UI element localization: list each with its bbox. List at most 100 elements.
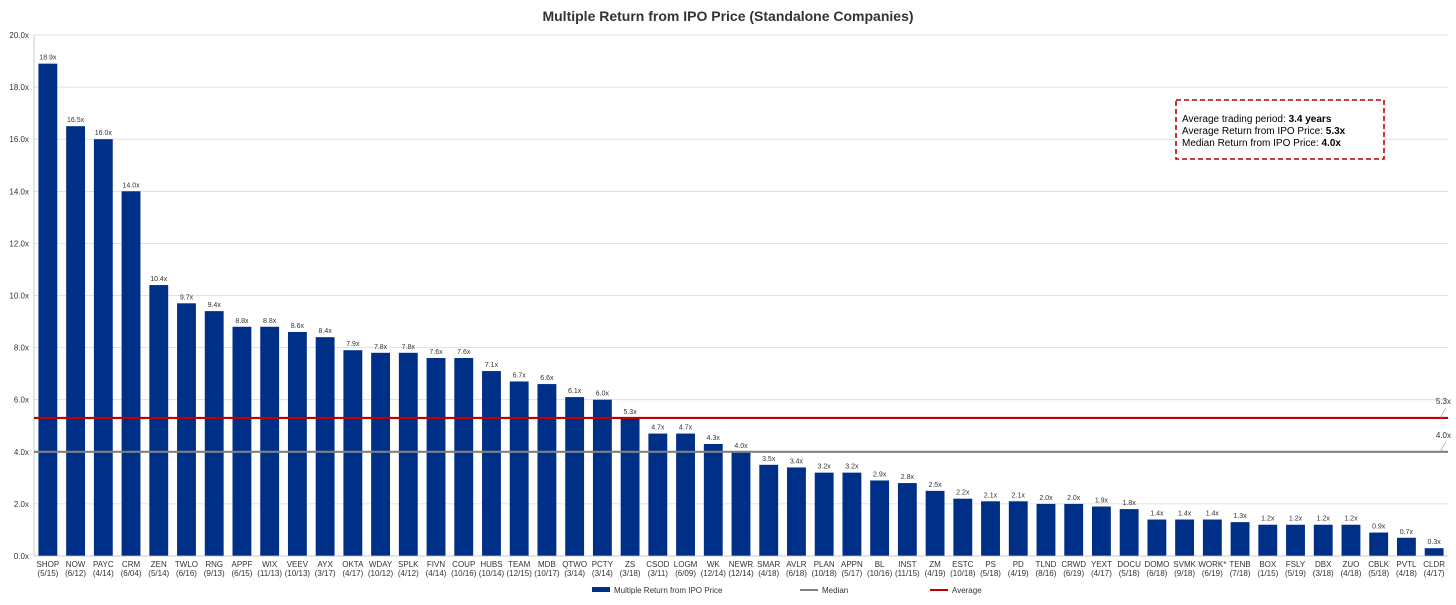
x-tick-ticker: SHOP	[37, 560, 60, 569]
x-tick-ticker: SMAR	[757, 560, 780, 569]
annotation-text: Median Return from IPO Price:	[1182, 138, 1322, 149]
bar	[204, 311, 224, 556]
x-tick-ticker: TENB	[1229, 560, 1250, 569]
bar	[315, 337, 335, 556]
x-tick-date: (12/14)	[728, 569, 754, 578]
data-label: 7.8x	[374, 344, 388, 351]
x-tick-ticker: CSOD	[646, 560, 669, 569]
x-tick-ticker: OKTA	[342, 560, 364, 569]
bar	[897, 483, 917, 556]
x-tick-date: (4/17)	[1424, 569, 1445, 578]
bar	[1286, 524, 1305, 556]
x-tick-ticker: BOX	[1259, 560, 1277, 569]
x-tick-ticker: YEXT	[1091, 560, 1112, 569]
bar	[731, 451, 751, 556]
bar	[759, 464, 779, 556]
x-tick-date: (12/14)	[701, 569, 727, 578]
x-tick-date: (10/12)	[368, 569, 394, 578]
data-label: 1.3x	[1233, 513, 1247, 520]
annotation-line: Average trading period: 3.4 years	[1182, 114, 1332, 125]
x-tick-ticker: PVTL	[1396, 560, 1417, 569]
bar	[1008, 501, 1028, 556]
legend-label: Median	[822, 586, 848, 595]
bar	[398, 352, 418, 556]
x-tick-date: (10/13)	[285, 569, 311, 578]
x-tick-ticker: ZS	[625, 560, 635, 569]
data-label: 6.1x	[568, 388, 582, 395]
x-tick-ticker: CRM	[122, 560, 141, 569]
data-label: 3.4x	[790, 458, 804, 465]
bar	[232, 326, 252, 556]
x-tick-ticker: WDAY	[369, 560, 393, 569]
data-label: 8.6x	[291, 323, 305, 330]
x-tick-ticker: CLDR	[1423, 560, 1445, 569]
chart-title: Multiple Return from IPO Price (Standalo…	[542, 8, 913, 24]
data-label: 4.7x	[679, 425, 693, 432]
x-tick-date: (6/04)	[121, 569, 142, 578]
data-label: 1.2x	[1344, 516, 1358, 523]
x-tick-ticker: TEAM	[508, 560, 531, 569]
x-tick-ticker: CRWD	[1061, 560, 1086, 569]
bar	[648, 433, 668, 556]
x-tick-ticker: QTWO	[562, 560, 587, 569]
x-tick-date: (6/18)	[1146, 569, 1167, 578]
data-label: 16.5x	[67, 117, 85, 124]
data-label: 7.6x	[429, 349, 443, 356]
data-label: 2.2x	[956, 490, 970, 497]
x-tick-date: (3/14)	[564, 569, 585, 578]
annotation-box	[1175, 99, 1385, 160]
legend: Multiple Return from IPO Price Median Aver…	[592, 586, 982, 595]
x-tick-ticker: SVMK	[1173, 560, 1196, 569]
bar	[842, 472, 862, 556]
x-tick-ticker: PAYC	[93, 560, 114, 569]
annotation-text: Average trading period:	[1182, 114, 1289, 125]
x-tick-date: (10/18)	[811, 569, 837, 578]
x-tick-date: (11/13)	[257, 569, 282, 578]
bar	[787, 467, 806, 556]
x-tick-date: (3/18)	[620, 569, 641, 578]
average-value-label: 5.3x	[1436, 397, 1451, 406]
x-tick-date: (3/11)	[648, 569, 669, 578]
data-label: 4.0x	[734, 443, 748, 450]
bar	[1175, 519, 1195, 556]
x-tick-date: (11/15)	[895, 569, 920, 578]
x-tick-date: (4/14)	[426, 569, 447, 578]
x-tick-ticker: TWLO	[175, 560, 198, 569]
average-leader	[1439, 407, 1447, 419]
x-tick-date: (10/14)	[479, 569, 505, 578]
bar	[1396, 537, 1416, 556]
data-label: 6.0x	[596, 391, 610, 398]
y-tick-label: 18.0x	[9, 83, 29, 92]
annotation-value: 3.4 years	[1289, 114, 1332, 125]
x-tick-date: (4/14)	[93, 569, 114, 578]
reference-lines: 4.0x 5.3x	[34, 397, 1451, 453]
summary-annotation: Average trading period: 3.4 yearsAverage…	[1175, 99, 1385, 160]
bar	[66, 126, 86, 557]
x-tick-date: (4/19)	[1008, 569, 1029, 578]
x-tick-ticker: INST	[898, 560, 916, 569]
y-tick-label: 16.0x	[9, 135, 29, 144]
bar	[149, 285, 169, 556]
data-label: 3.2x	[845, 464, 859, 471]
bar	[1258, 524, 1278, 556]
data-label: 0.9x	[1372, 524, 1386, 531]
bar	[1064, 503, 1084, 556]
x-tick-ticker: HUBS	[480, 560, 502, 569]
x-tick-date: (4/18)	[758, 569, 779, 578]
data-label: 1.4x	[1206, 511, 1220, 518]
x-tick-ticker: DOCU	[1117, 560, 1141, 569]
bar	[1341, 524, 1361, 556]
x-tick-date: (3/17)	[315, 569, 336, 578]
bar	[1036, 503, 1056, 556]
data-label: 1.2x	[1289, 516, 1303, 523]
bar	[870, 480, 890, 556]
bar	[1424, 548, 1444, 556]
x-tick-ticker: COUP	[452, 560, 475, 569]
bar	[925, 490, 945, 556]
data-label: 9.7x	[180, 294, 194, 301]
legend-label: Average	[952, 586, 982, 595]
x-tick-date: (6/09)	[675, 569, 696, 578]
data-label: 2.0x	[1067, 495, 1081, 502]
data-label: 3.2x	[818, 464, 832, 471]
data-label: 16.0x	[95, 130, 113, 137]
